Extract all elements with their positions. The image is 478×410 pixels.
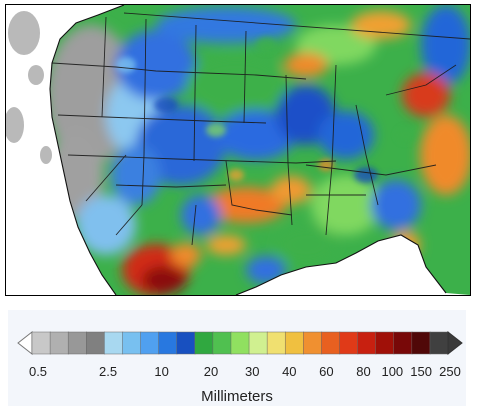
legend-swatch [284, 331, 305, 355]
legend-tick-label: 0.5 [28, 364, 48, 379]
legend-swatch [49, 331, 69, 355]
precipitation-map-svg [6, 5, 470, 295]
legend-swatch [248, 331, 268, 355]
legend-swatch [357, 331, 377, 355]
legend-swatch [86, 331, 106, 355]
legend-swatch [411, 331, 431, 355]
legend-swatch [67, 331, 88, 355]
legend: 0.5 2.5 10 20 30 40 60 80 100 150 250 Millimeters [8, 310, 466, 406]
legend-swatch [176, 331, 196, 355]
legend-swatch [429, 331, 449, 355]
legend-swatch [339, 331, 359, 355]
legend-tick-label: 80 [356, 364, 371, 379]
legend-tick-label: 100 [381, 364, 404, 379]
legend-tick-label: 60 [319, 364, 334, 379]
legend-swatch [321, 331, 341, 355]
legend-tick-label: 250 [439, 364, 461, 379]
legend-swatch [375, 331, 395, 355]
legend-swatch [31, 331, 51, 355]
legend-swatch [158, 331, 178, 355]
legend-swatch [194, 331, 214, 355]
legend-swatch [230, 331, 250, 355]
legend-tick-label: 30 [245, 364, 260, 379]
legend-swatch [266, 331, 286, 355]
legend-tick-label: 150 [410, 364, 433, 379]
legend-swatch [104, 331, 124, 355]
state-boundaries [51, 12, 470, 246]
legend-tick-label: 20 [203, 364, 219, 379]
legend-tick-label: 2.5 [98, 364, 118, 379]
legend-max-arrow [447, 330, 463, 356]
legend-min-arrow [17, 330, 33, 356]
legend-swatch [393, 331, 413, 355]
legend-tick-label: 40 [282, 364, 297, 379]
legend-color-bar [17, 330, 463, 356]
coastline [49, 5, 447, 295]
legend-swatch [212, 331, 232, 355]
precipitation-map [5, 4, 471, 296]
legend-units-label: Millimeters [201, 388, 273, 405]
pacific-gray-speckle [6, 11, 52, 164]
legend-tick-label: 10 [154, 364, 169, 379]
legend-swatch [140, 331, 160, 355]
legend-swatch [303, 331, 323, 355]
legend-swatch [122, 331, 142, 355]
